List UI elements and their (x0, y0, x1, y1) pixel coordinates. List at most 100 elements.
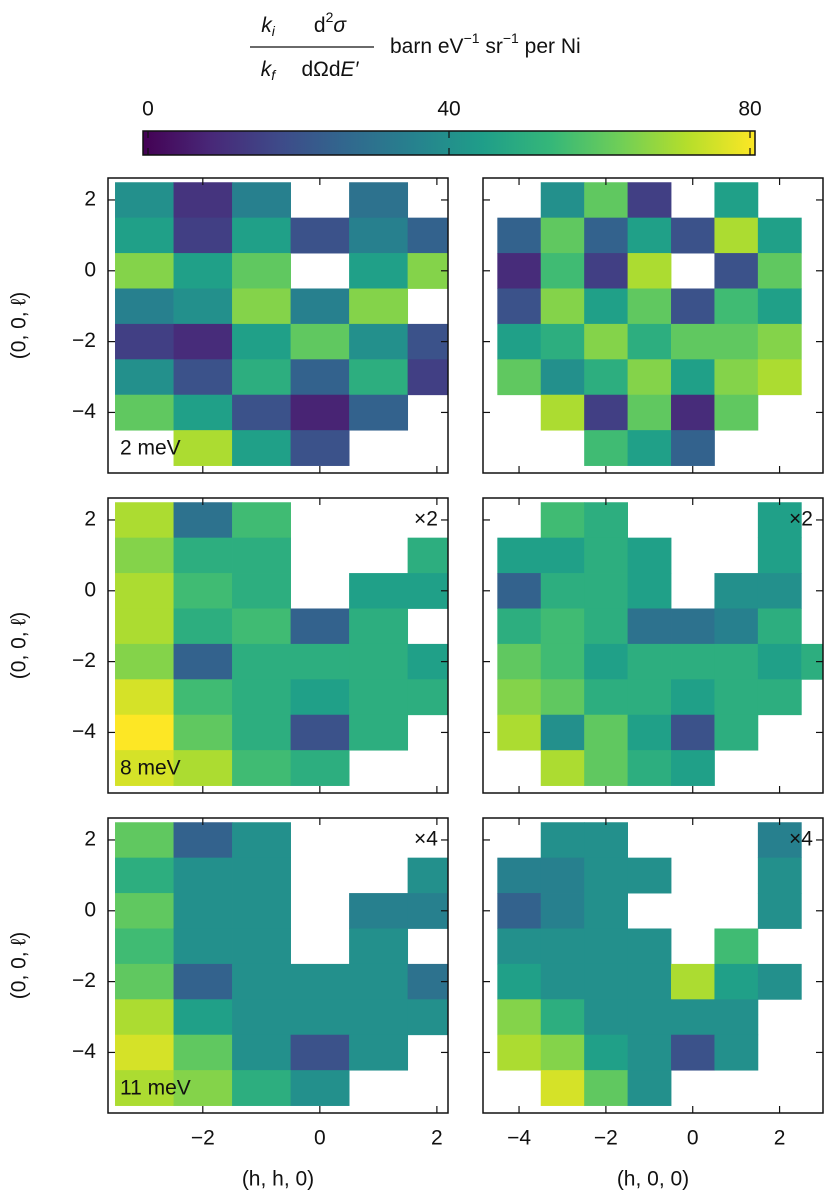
heatmap-cell (232, 643, 291, 680)
heatmap-cell (714, 714, 759, 751)
heatmap-cell (232, 288, 291, 325)
heatmap-cell (627, 928, 672, 965)
heatmap-cell (407, 643, 448, 680)
heatmap-cell (627, 253, 672, 289)
x-tick-label: −2 (191, 1127, 215, 1150)
heatmap-cell (115, 643, 174, 680)
heatmap-cell (349, 928, 409, 965)
heatmap-cell (115, 928, 174, 965)
label-part: d (314, 14, 326, 37)
heatmap-cell (627, 750, 672, 786)
heatmap-cell (290, 608, 350, 645)
heatmap-cell (115, 1034, 174, 1071)
heatmap-cell (584, 1034, 628, 1071)
heatmap-cell (540, 999, 585, 1036)
colorbar-tick-label: 40 (437, 98, 460, 121)
heatmap-cell (115, 963, 174, 1000)
heatmap-cell (232, 893, 291, 929)
heatmap-cell (671, 359, 715, 396)
heatmap-cell (627, 573, 672, 609)
heatmap-cell (115, 573, 174, 609)
heatmap-cell (173, 643, 233, 680)
heatmap-cell (173, 430, 233, 466)
heatmap-cell (232, 217, 291, 254)
heatmap-cell (627, 394, 672, 431)
heatmap-cell (671, 608, 715, 645)
heatmap-cell (584, 608, 628, 645)
heatmap-cell (540, 573, 585, 609)
heatmap-cell (627, 714, 672, 751)
heatmap-cell (115, 253, 174, 289)
heatmap-cell (173, 323, 233, 360)
heatmap-cell (173, 394, 233, 431)
heatmap-cell (540, 893, 585, 929)
colorbar-tick-label: 80 (738, 98, 761, 121)
heatmap-cell (714, 394, 759, 431)
heatmap (115, 822, 448, 1106)
heatmap-cell (349, 253, 409, 289)
heatmap-cell (584, 963, 628, 1000)
heatmap-cell (757, 679, 802, 716)
heatmap-cell (671, 643, 715, 680)
heatmap-cell (540, 537, 585, 574)
label-part: barn eV (390, 35, 464, 58)
heatmap-cell (232, 573, 291, 609)
heatmap-cell (173, 857, 233, 894)
heatmap-cell (497, 537, 542, 574)
heatmap-cell (232, 182, 291, 219)
heatmap-cell (349, 573, 409, 609)
scale-label: ×2 (414, 508, 438, 531)
heatmap-cell (173, 288, 233, 325)
colorbar-label: ki kf d2σ dΩdE′ barn eV−1 sr−1 per Ni (250, 9, 581, 83)
heatmap-cell (757, 502, 802, 539)
heatmap-cell (540, 1070, 585, 1106)
y-tick-label: −2 (72, 329, 96, 352)
heatmap-cell (584, 359, 628, 396)
heatmap-cell (497, 359, 542, 396)
heatmap-cell (714, 608, 759, 645)
heatmap (115, 182, 448, 466)
x-tick-label: 2 (774, 1127, 786, 1150)
heatmap-cell (584, 999, 628, 1036)
scale-label: ×4 (789, 828, 813, 851)
panel-frame (107, 817, 449, 1114)
y-tick-label: 2 (84, 508, 96, 531)
heatmap-cell (232, 679, 291, 716)
heatmap-cell (540, 323, 585, 360)
heatmap-cell (714, 928, 759, 965)
heatmap-cell (627, 999, 672, 1036)
heatmap-cell (757, 217, 802, 254)
heatmap-cell (290, 963, 350, 1000)
heatmap-cell (497, 714, 542, 751)
heatmap-cell (497, 643, 542, 680)
x-tick-label: 0 (687, 1127, 699, 1150)
heatmap-cell (584, 182, 628, 219)
label-part: ki (261, 14, 276, 39)
heatmap-cell (757, 963, 802, 1000)
heatmap-cell (115, 537, 174, 574)
heatmap-cell (349, 963, 409, 1000)
heatmap-cell (349, 1034, 409, 1071)
label-part: dΩd (301, 58, 340, 81)
heatmap-cell (290, 288, 350, 325)
heatmap-cell (232, 359, 291, 396)
heatmap-cell (714, 323, 759, 360)
heatmap-cell (349, 394, 409, 431)
heatmap-cell (627, 679, 672, 716)
heatmap-cell (584, 893, 628, 929)
heatmap-cell (540, 1034, 585, 1071)
heatmap-cell (290, 679, 350, 716)
heatmap-cell (671, 217, 715, 254)
heatmap-cell (627, 963, 672, 1000)
heatmap-cell (540, 714, 585, 751)
heatmap-cell (584, 323, 628, 360)
heatmap-cell (407, 679, 448, 716)
heatmap-cell (540, 217, 585, 254)
heatmap-cell (497, 288, 542, 325)
heatmap-cell (714, 182, 759, 219)
heatmap-cell (290, 217, 350, 254)
heatmap-cell (173, 359, 233, 396)
heatmap-cell (540, 963, 585, 1000)
heatmap-cell (349, 608, 409, 645)
heatmap-cell (349, 999, 409, 1036)
